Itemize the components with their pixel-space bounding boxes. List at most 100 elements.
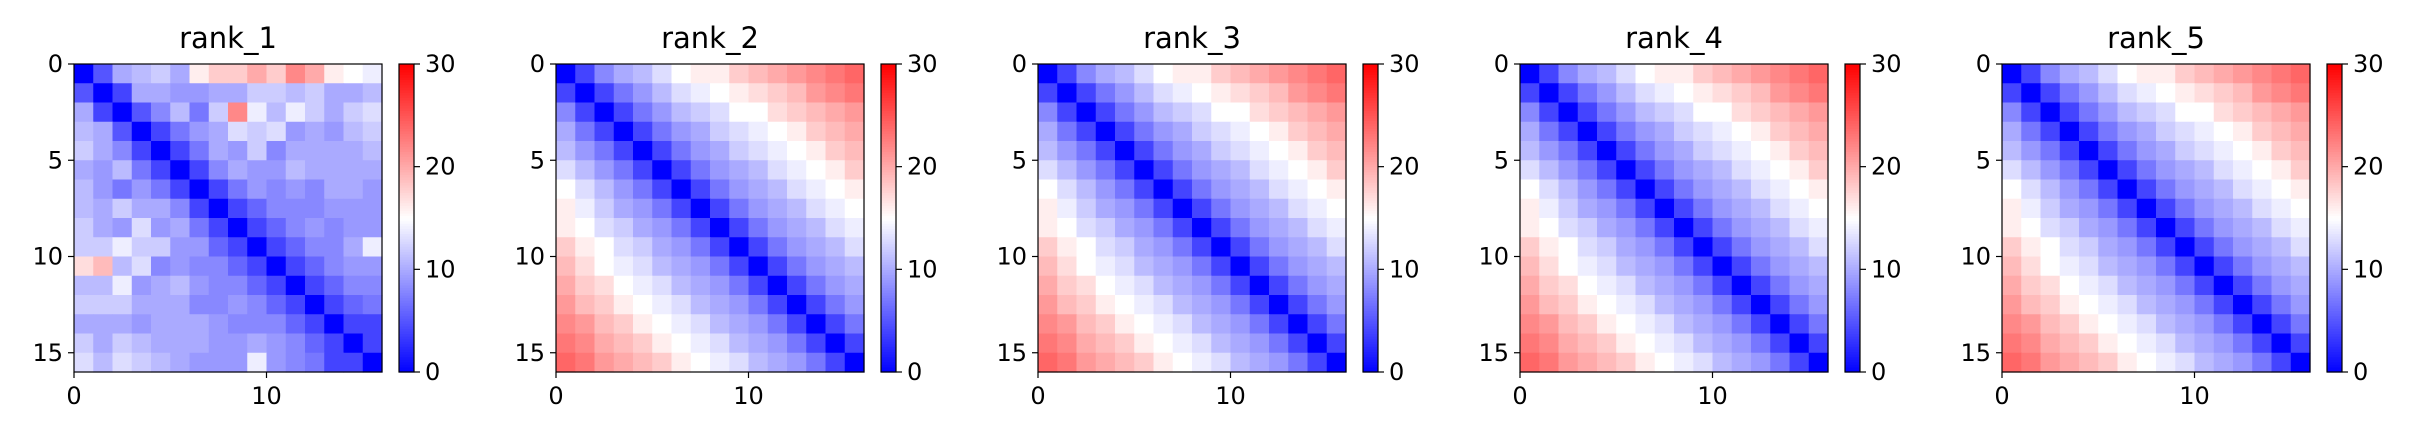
heatmap-cell [1153,275,1174,296]
heatmap-cell [1269,314,1289,335]
heatmap-cell [2271,102,2292,123]
heatmap-cell [806,314,827,335]
heatmap-cell [1192,102,1212,123]
heatmap-cell [131,295,152,315]
heatmap-cell [1539,160,1560,181]
heatmap-cell [1808,160,1829,181]
heatmap-cell [1269,352,1289,373]
colorbar-segment [1845,284,1860,288]
heatmap-cell [93,314,114,335]
heatmap-cell [2194,333,2215,354]
heatmap-cell [1731,64,1752,84]
heatmap-cell [787,275,807,296]
colorbar-segment [399,200,414,204]
heatmap-cell [305,352,325,373]
heatmap-cell [151,333,171,354]
colorbar-segment [399,312,414,317]
heatmap-cell [690,64,711,84]
heatmap-cell [2194,256,2215,277]
heatmap-cell [844,83,865,104]
heatmap-cell [1095,237,1116,258]
heatmap-cell [594,64,615,84]
colorbar-segment [1845,128,1860,132]
colorbar-segment [399,351,414,355]
colorbar-segment [881,256,896,260]
colorbar-tick-label: 10 [425,255,456,283]
heatmap-cell [324,333,345,354]
colorbar-segment [1845,112,1860,116]
heatmap-cell [74,256,94,277]
heatmap-cell [825,295,846,315]
colorbar-segment [1363,348,1378,353]
heatmap-cell [767,198,788,219]
heatmap-cell [170,237,191,258]
heatmap-cell [671,179,692,200]
heatmap-cell [1288,121,1309,142]
heatmap-cell [1249,160,1270,181]
heatmap-cell [1057,198,1078,219]
heatmap-cell [1211,179,1232,200]
heatmap-cell [2194,314,2215,335]
heatmap-cell [324,179,345,200]
heatmap-cell [324,314,345,335]
colorbar-segment [2327,348,2342,353]
colorbar-segment [881,81,896,86]
x-tick-label: 10 [251,382,282,410]
colorbar-segment [2327,192,2342,196]
colorbar-segment [1363,66,1378,70]
heatmap-cell [324,256,345,277]
heatmap-cell [1115,121,1135,142]
colorbar-segment [881,364,896,368]
heatmap-cell [787,218,807,238]
heatmap-cell [93,102,114,123]
colorbar-segment [881,207,896,211]
colorbar-segment [399,120,414,124]
heatmap-cell [1577,295,1598,315]
heatmap-cell [1693,121,1714,142]
heatmap-cell [2079,64,2099,84]
colorbar-segment [399,218,414,222]
heatmap-cell [633,256,653,277]
heatmap-cell [285,141,306,161]
colorbar-segment [1363,99,1378,104]
colorbar-segment [881,295,896,299]
colorbar-segment [399,320,414,324]
colorbar-segment [1363,310,1378,314]
heatmap-cell [594,121,615,142]
heatmap-cell [1288,160,1309,181]
heatmap-cell [1654,198,1675,219]
heatmap-cell [2290,333,2311,354]
heatmap-cell [1539,256,1560,277]
colorbar-segment [881,115,896,119]
heatmap-cell [1539,198,1560,219]
colorbar-segment [399,292,414,296]
heatmap-cell [1326,64,1347,84]
heatmap-cell [1731,121,1752,142]
colorbar-segment [2327,153,2342,157]
heatmap-cell [1057,275,1078,296]
heatmap-cell [1577,160,1598,181]
colorbar-segment [399,143,414,147]
heatmap-cell [2117,141,2138,161]
heatmap-cell [2213,333,2234,354]
panel-title: rank_3 [1143,21,1241,55]
colorbar-segment [2327,251,2342,255]
heatmap-cell [1076,352,1097,373]
colorbar-segment [881,312,896,317]
heatmap-cell [2059,237,2080,258]
heatmap-cell [247,333,268,354]
heatmap-cell [1153,64,1174,84]
heatmap-cell [1288,198,1309,219]
heatmap-cell [170,314,191,335]
heatmap-cell [1134,314,1155,335]
colorbar-segment [1363,153,1378,157]
heatmap-cell [1172,256,1193,277]
heatmap-cell [1520,314,1540,335]
heatmap-cell [1520,179,1540,200]
heatmap-cells [556,64,865,373]
colorbar-segment [1363,69,1378,73]
colorbar-segment [2327,346,2342,350]
heatmap-cell [228,83,248,104]
heatmap-cell [2117,160,2138,181]
colorbar-segment [881,220,896,224]
